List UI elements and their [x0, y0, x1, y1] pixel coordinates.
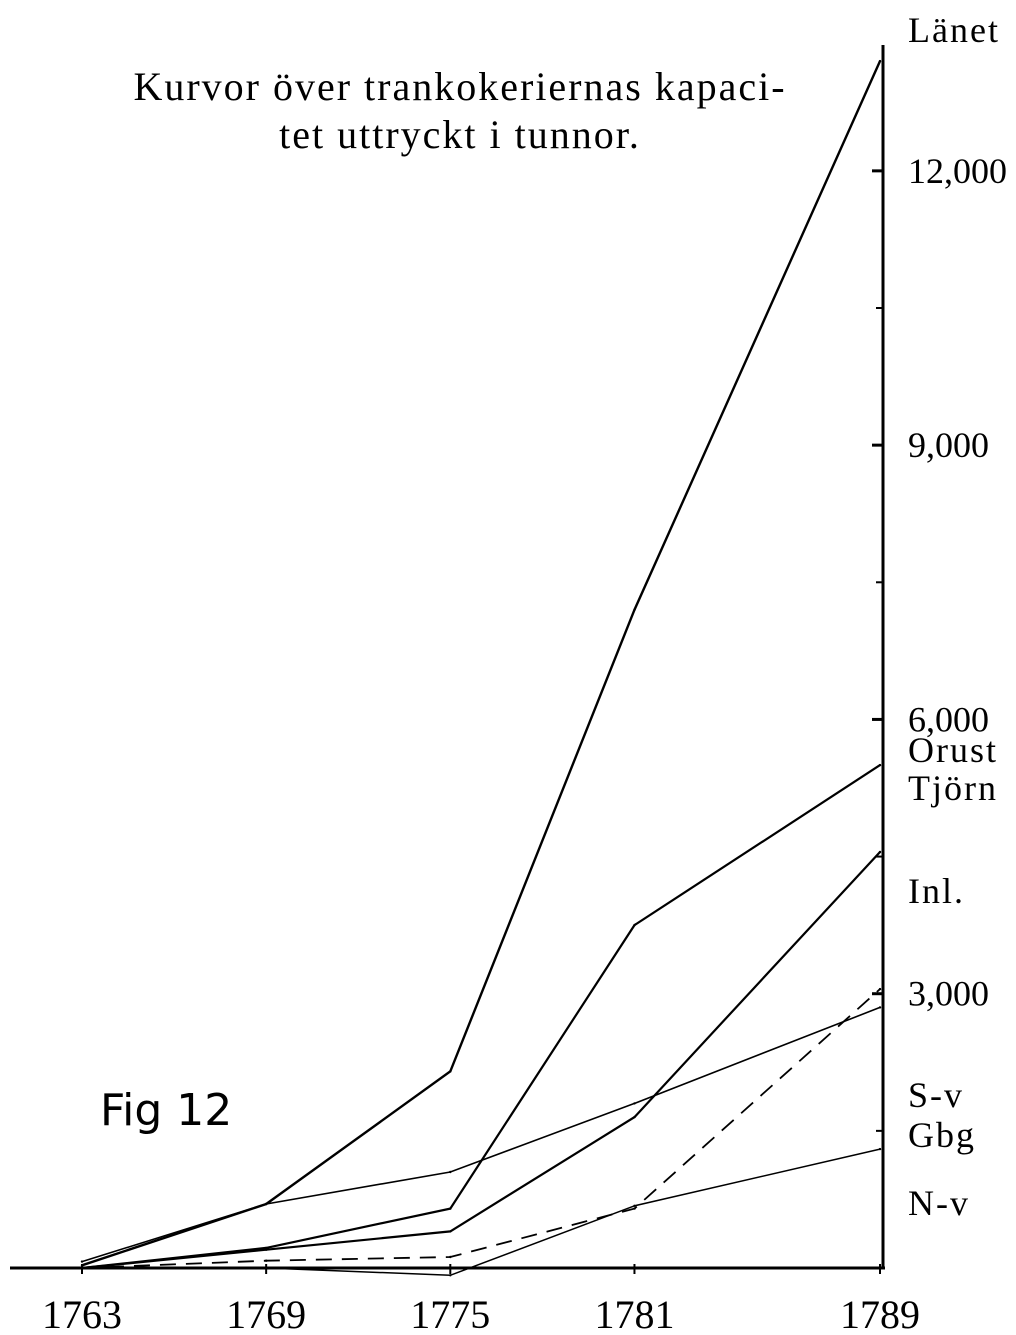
y-tick-label: 12,000	[908, 151, 1007, 191]
data-point	[633, 1102, 636, 1105]
x-tick-label: 1763	[42, 1292, 122, 1335]
x-tick-label: 1775	[410, 1292, 490, 1335]
data-point	[80, 1266, 84, 1270]
series-lines	[80, 59, 882, 1277]
data-point	[265, 1248, 268, 1251]
chart-title: Kurvor över trankokeriernas kapaci- tet …	[133, 64, 786, 157]
data-point	[449, 1274, 452, 1277]
series-label-gbg: Gbg	[908, 1115, 976, 1155]
series-line-2	[81, 764, 881, 1270]
series-label-n-v: N-v	[908, 1183, 970, 1223]
chart-title-line-2: tet uttryckt i tunnor.	[279, 112, 641, 157]
data-point	[878, 1147, 882, 1151]
data-point	[449, 1170, 452, 1174]
data-point	[265, 1259, 268, 1262]
data-point	[80, 1260, 84, 1263]
x-tick-label: 1781	[594, 1292, 674, 1335]
series-label-tjorn: Tjörn	[908, 768, 998, 808]
data-point	[265, 1246, 268, 1250]
data-point	[633, 923, 636, 927]
series-label-lanet: Länet	[908, 10, 1000, 50]
data-point	[449, 1230, 452, 1233]
series-labels: Länet Orust Tjörn Inl. S-v Gbg N-v	[908, 10, 1000, 1223]
series-label-inl: Inl.	[908, 871, 965, 911]
data-point	[633, 1207, 636, 1210]
data-point	[80, 1264, 84, 1267]
data-point	[633, 1115, 636, 1119]
data-point	[265, 1266, 268, 1270]
x-tick-label: 1789	[840, 1292, 920, 1335]
x-axis-ticks: 1763 1769 1775 1781 1789	[42, 1264, 920, 1335]
series-line-3	[81, 851, 881, 1270]
data-point	[878, 850, 882, 854]
chart-title-line-1: Kurvor över trankokeriernas kapaci-	[133, 64, 786, 109]
x-tick-label: 1769	[226, 1292, 306, 1335]
data-point	[878, 1006, 882, 1009]
y-tick-label: 9,000	[908, 425, 989, 465]
data-point	[265, 1202, 268, 1206]
data-point	[449, 1070, 452, 1073]
data-point	[633, 608, 636, 611]
series-label-orust: Orust	[908, 730, 998, 770]
data-point	[878, 59, 882, 63]
data-point	[449, 1207, 452, 1210]
y-tick-label: 3,000	[908, 974, 989, 1014]
data-point	[449, 1255, 452, 1259]
y-axis-ticks: 3,000 6,000 9,000 12,000	[872, 151, 1007, 1014]
data-point	[878, 987, 882, 991]
data-point	[878, 763, 882, 767]
figure-label: Fig 12	[100, 1085, 232, 1136]
data-point	[633, 1204, 636, 1208]
series-label-s-v: S-v	[908, 1075, 964, 1115]
y-tick-label: 6,000	[908, 699, 989, 739]
